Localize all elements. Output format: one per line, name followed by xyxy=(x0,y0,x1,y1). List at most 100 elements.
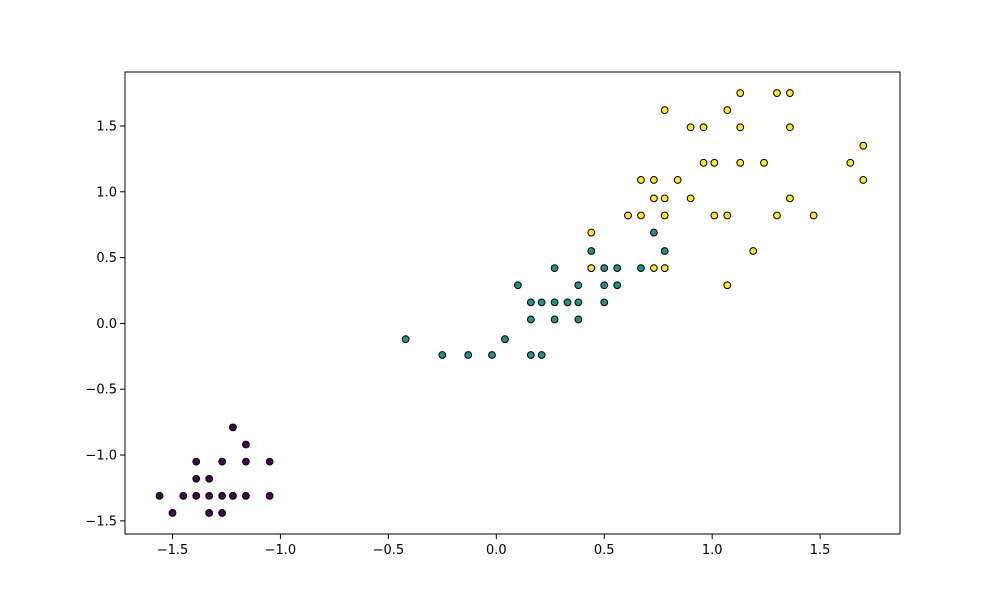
data-point xyxy=(736,123,745,132)
data-point xyxy=(660,264,669,273)
data-point xyxy=(624,211,632,220)
data-point xyxy=(574,315,583,324)
data-point xyxy=(550,298,559,307)
y-tick-label: −1.5 xyxy=(85,514,117,529)
data-point xyxy=(550,264,559,273)
data-point xyxy=(650,176,658,184)
data-point xyxy=(723,211,732,220)
data-point xyxy=(723,106,732,115)
data-point xyxy=(574,298,583,307)
data-point xyxy=(686,123,695,132)
data-point xyxy=(600,298,609,307)
data-point xyxy=(587,264,596,273)
y-tick-label: 1.5 xyxy=(96,119,117,134)
data-point xyxy=(587,247,596,255)
y-tick-label: 1.0 xyxy=(96,185,117,200)
data-point xyxy=(786,89,794,97)
data-point xyxy=(600,264,609,273)
data-point xyxy=(526,315,535,324)
data-point xyxy=(613,264,622,273)
x-tick-label: 0.5 xyxy=(594,543,615,558)
data-point xyxy=(660,247,669,255)
data-point xyxy=(205,509,214,517)
x-tick-label: −1.5 xyxy=(157,543,189,558)
data-point xyxy=(809,211,818,220)
data-point xyxy=(773,89,781,97)
data-point xyxy=(786,194,794,203)
data-point xyxy=(241,457,250,466)
data-point xyxy=(613,281,622,290)
data-point xyxy=(229,491,237,500)
data-point xyxy=(773,211,781,220)
x-tick-label: 1.0 xyxy=(702,543,723,558)
data-point xyxy=(218,491,227,500)
data-point xyxy=(179,491,188,500)
data-point xyxy=(650,228,658,237)
plot-frame xyxy=(124,71,901,535)
data-point xyxy=(650,194,658,203)
data-point xyxy=(192,491,201,500)
data-point xyxy=(699,158,708,167)
data-point xyxy=(587,228,596,237)
data-point xyxy=(265,491,274,500)
data-point xyxy=(168,509,177,517)
x-tick-label: 1.5 xyxy=(810,543,831,558)
data-point xyxy=(637,264,645,273)
data-point xyxy=(218,509,227,517)
data-point xyxy=(710,211,719,220)
data-point xyxy=(501,335,509,344)
x-tick-label: −1.0 xyxy=(265,543,297,558)
y-tick-label: 0.5 xyxy=(96,251,117,266)
data-point xyxy=(464,351,473,359)
data-point xyxy=(736,158,745,167)
data-point xyxy=(192,457,201,466)
y-tick-label: −0.5 xyxy=(85,383,117,398)
axes-layer xyxy=(124,71,901,535)
data-point xyxy=(637,176,645,184)
data-point xyxy=(514,281,522,290)
x-tick-label: 0.0 xyxy=(486,543,507,558)
data-point xyxy=(699,123,708,132)
data-point xyxy=(650,264,658,273)
data-point xyxy=(401,335,410,344)
data-point xyxy=(637,211,645,220)
data-point xyxy=(673,176,682,184)
data-point xyxy=(526,351,535,359)
data-point xyxy=(155,491,164,500)
y-tick-label: 0.0 xyxy=(96,317,117,332)
data-point xyxy=(859,141,868,150)
y-tick-label: −1.0 xyxy=(85,449,117,464)
data-point xyxy=(686,194,695,203)
data-point xyxy=(438,351,447,359)
data-point xyxy=(749,247,758,255)
data-point xyxy=(526,298,535,307)
data-point xyxy=(786,123,794,132)
points-layer xyxy=(155,89,868,517)
data-point xyxy=(192,474,201,483)
data-point xyxy=(218,457,227,466)
data-point xyxy=(723,281,732,290)
data-point xyxy=(736,89,745,97)
data-point xyxy=(488,351,496,359)
x-tick-label: −0.5 xyxy=(373,543,405,558)
data-point xyxy=(710,158,719,167)
data-point xyxy=(563,298,572,307)
ticks-layer: −1.5 −1.0 −0.5 0.0 0.5 1.0 1.5 −1.5 −1.0 −0.5 0.0 0… xyxy=(85,119,830,558)
data-point xyxy=(660,211,669,220)
data-point xyxy=(241,491,250,500)
data-point xyxy=(574,281,583,290)
data-point xyxy=(537,298,546,307)
data-point xyxy=(205,474,214,483)
data-point xyxy=(846,158,855,167)
data-point xyxy=(550,315,559,324)
data-point xyxy=(241,440,250,449)
data-point xyxy=(760,158,768,167)
data-point xyxy=(660,194,669,203)
data-point xyxy=(537,351,546,359)
data-point xyxy=(265,457,274,466)
data-point xyxy=(859,176,868,184)
data-point xyxy=(229,423,237,432)
data-point xyxy=(205,491,214,500)
